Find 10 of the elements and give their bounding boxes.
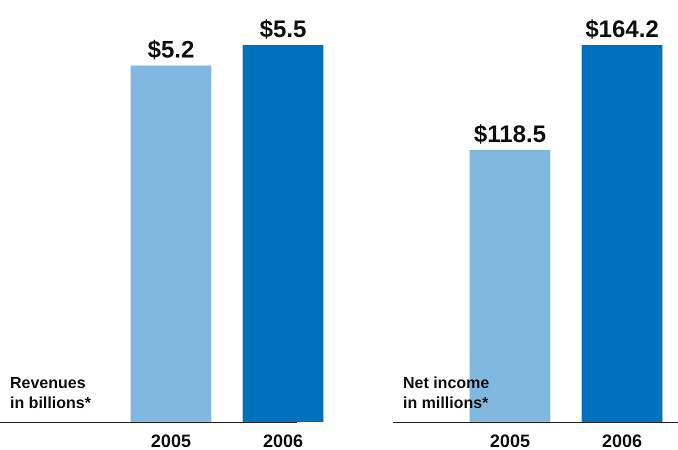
x-tick-label: 2005 [150, 431, 191, 450]
x-tick-label: 2006 [263, 431, 304, 450]
data-label: $118.5 [474, 120, 546, 148]
x-tick-label: 2005 [490, 431, 530, 450]
x-tick-label: 2006 [602, 431, 642, 450]
data-label: $5.5 [260, 16, 306, 43]
y-axis-title: Revenues in billions* [10, 375, 92, 412]
y-axis-title: Net income in millions* [403, 375, 490, 412]
data-label: $5.2 [148, 36, 194, 64]
data-label: $164.2 [585, 16, 659, 43]
